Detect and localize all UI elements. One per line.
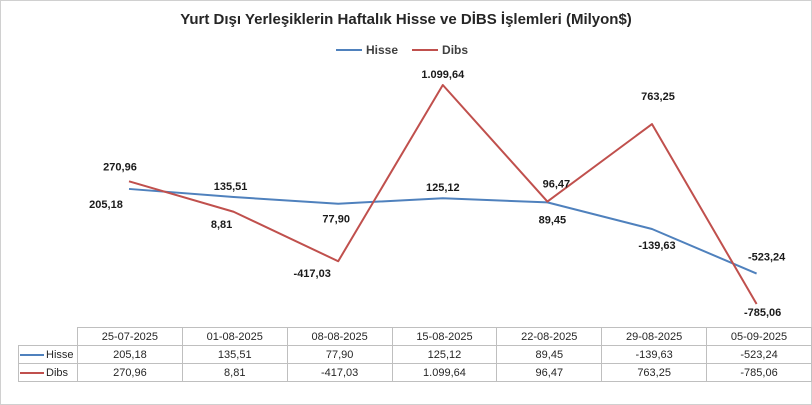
data-table-cell: 1.099,64 [391, 363, 498, 382]
data-table-cell: 125,12 [391, 345, 498, 364]
data-label-hisse: 125,12 [426, 182, 460, 194]
data-label-dibs: 96,47 [543, 179, 571, 191]
data-table-header-cell: 08-08-2025 [286, 327, 393, 346]
data-table-header-cell: 25-07-2025 [76, 327, 183, 346]
legend: Hisse Dibs [336, 43, 482, 57]
data-label-dibs: 1.099,64 [421, 69, 465, 81]
data-table-cell: 270,96 [76, 363, 183, 382]
data-label-dibs: 8,81 [211, 219, 232, 231]
data-table-cell: 89,45 [496, 345, 603, 364]
data-table-cell: 763,25 [601, 363, 708, 382]
data-label-dibs: -417,03 [294, 268, 331, 280]
legend-swatch-dibs [412, 49, 439, 51]
data-label-dibs: -785,06 [744, 307, 781, 319]
series-line-dibs [128, 84, 758, 305]
data-table: 25-07-2025 01-08-2025 08-08-2025 15-08-2… [18, 327, 812, 382]
data-table-key-dibs: Dibs [18, 363, 78, 382]
data-table-swatch-dibs [20, 371, 44, 374]
data-table-cell: 96,47 [496, 363, 603, 382]
data-table-key-hisse: Hisse [18, 345, 78, 364]
data-table-cell: 8,81 [181, 363, 288, 382]
data-label-hisse: 77,90 [322, 214, 350, 226]
data-table-header-row: 25-07-2025 01-08-2025 08-08-2025 15-08-2… [18, 327, 812, 346]
legend-item-hisse: Hisse [336, 43, 398, 57]
data-label-hisse: 135,51 [214, 181, 248, 193]
data-table-corner [18, 327, 78, 346]
chart-title: Yurt Dışı Yerleşiklerin Haftalık Hisse v… [180, 11, 632, 28]
legend-label-hisse: Hisse [366, 43, 399, 57]
data-table-key-label: Hisse [46, 348, 74, 361]
data-table-cell: -523,24 [706, 345, 812, 364]
data-label-dibs: 763,25 [641, 91, 675, 103]
series-line-hisse [128, 187, 757, 275]
data-table-cell: -139,63 [601, 345, 708, 364]
data-table-row-dibs: Dibs 270,96 8,81 -417,03 1.099,64 96,47 … [18, 363, 812, 382]
data-label-hisse: -523,24 [748, 252, 786, 264]
data-label-hisse: -139,63 [638, 240, 675, 252]
data-table-header-cell: 29-08-2025 [601, 327, 708, 346]
data-table-cell: 135,51 [181, 345, 288, 364]
data-table-cell: 205,18 [76, 345, 183, 364]
data-table-cell: -417,03 [286, 363, 393, 382]
data-table-cell: -785,06 [706, 363, 812, 382]
data-label-dibs: 270,96 [103, 161, 137, 173]
data-table-header-cell: 01-08-2025 [181, 327, 288, 346]
data-table-key-label: Dibs [46, 366, 69, 379]
data-table-header-cell: 05-09-2025 [706, 327, 812, 346]
data-table-swatch-hisse [20, 353, 44, 356]
legend-item-dibs: Dibs [412, 43, 468, 57]
data-label-hisse: 89,45 [539, 214, 567, 226]
data-table-row-hisse: Hisse 205,18 135,51 77,90 125,12 89,45 -… [18, 345, 812, 364]
data-table-header-cell: 15-08-2025 [391, 327, 498, 346]
data-table-header-cell: 22-08-2025 [496, 327, 603, 346]
legend-label-dibs: Dibs [442, 43, 469, 57]
data-table-cell: 77,90 [286, 345, 393, 364]
data-label-hisse: 205,18 [89, 199, 123, 211]
legend-swatch-hisse [336, 49, 362, 51]
